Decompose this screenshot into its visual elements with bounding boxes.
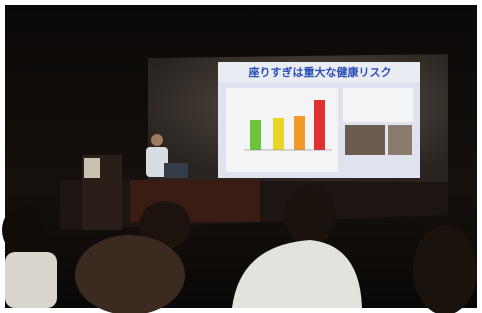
photo: 座りすぎは重大な健康リスク xyxy=(0,0,482,313)
bar-shape xyxy=(294,116,305,150)
audience-head xyxy=(2,206,42,254)
text-panel xyxy=(343,88,413,122)
audience-head xyxy=(75,235,185,313)
audience-shirt xyxy=(5,252,57,308)
laptop xyxy=(164,163,188,178)
slide-title: 座りすぎは重大な健康リスク xyxy=(248,65,392,79)
speaker-head xyxy=(151,134,163,146)
audience-head xyxy=(284,185,336,245)
bar-shape xyxy=(250,120,261,150)
bar-shape xyxy=(314,100,325,150)
slide-photo xyxy=(345,125,385,155)
podium-sign xyxy=(84,158,100,178)
audience-head xyxy=(413,225,477,313)
page: 座りすぎは重大な健康リスク (() => { const data = JSON… xyxy=(0,0,482,313)
slide-photo xyxy=(388,125,412,155)
bar-shape xyxy=(273,118,284,150)
